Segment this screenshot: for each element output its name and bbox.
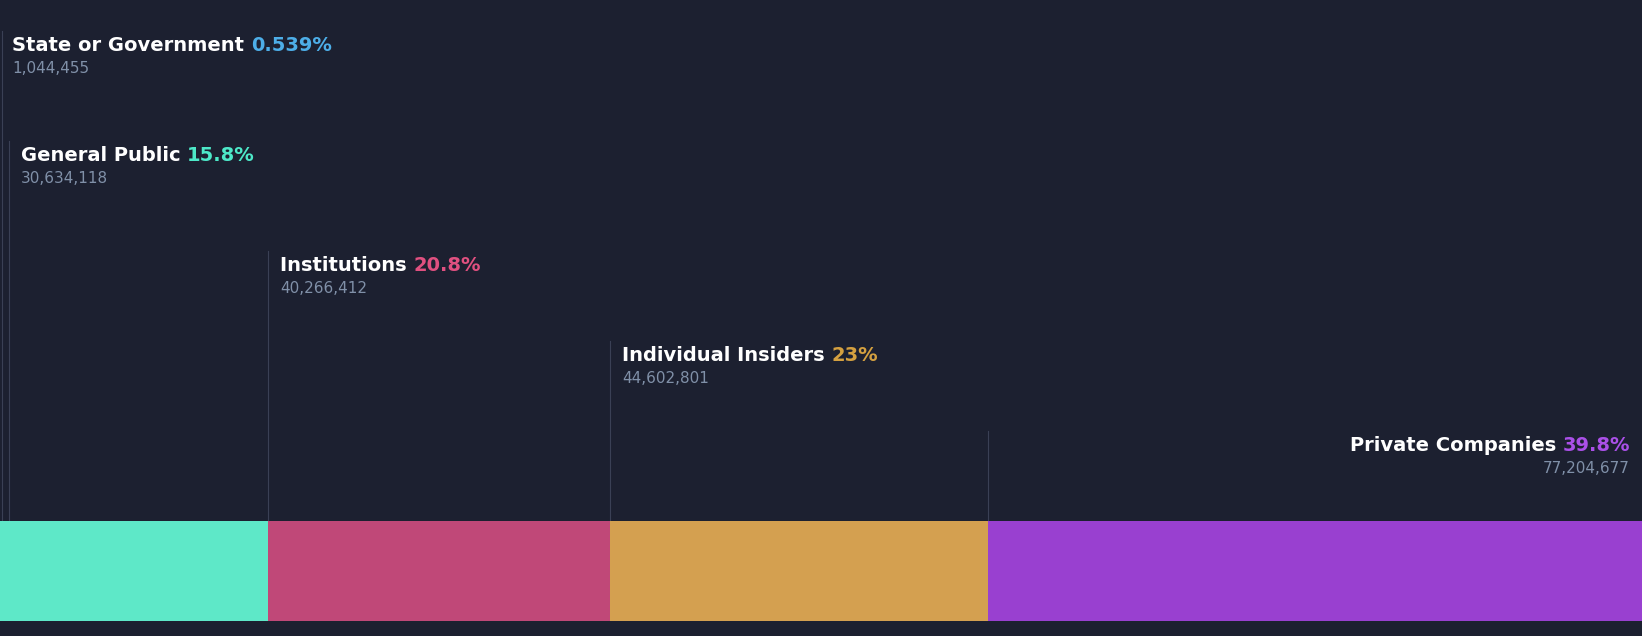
Bar [611,521,988,621]
Bar [0,521,8,621]
Text: Individual Insiders: Individual Insiders [622,346,831,365]
Text: 15.8%: 15.8% [187,146,255,165]
Text: 77,204,677: 77,204,677 [1543,461,1631,476]
Text: 0.539%: 0.539% [251,36,332,55]
Text: State or Government: State or Government [11,36,251,55]
Text: Institutions: Institutions [281,256,414,275]
Bar [988,521,1642,621]
Text: 20.8%: 20.8% [414,256,481,275]
Text: Private Companies: Private Companies [1350,436,1563,455]
Text: 39.8%: 39.8% [1563,436,1631,455]
Bar [8,521,268,621]
Text: General Public: General Public [21,146,187,165]
Text: 40,266,412: 40,266,412 [281,281,368,296]
Text: 44,602,801: 44,602,801 [622,371,709,386]
Text: 30,634,118: 30,634,118 [21,171,108,186]
Text: 1,044,455: 1,044,455 [11,61,89,76]
Text: 23%: 23% [831,346,878,365]
Bar [268,521,611,621]
